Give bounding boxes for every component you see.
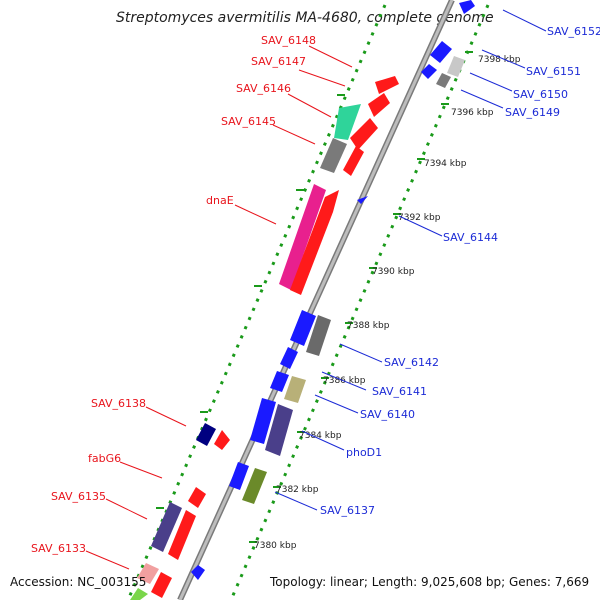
label-sav-6138: SAV_6138 (91, 397, 146, 410)
label-sav-6151: SAV_6151 (526, 65, 581, 78)
label-sav-6137: SAV_6137 (320, 504, 375, 517)
label-sav-6149: SAV_6149 (505, 106, 560, 119)
callout-line (145, 406, 187, 427)
callout-line (314, 394, 359, 414)
gene-sav-6152[interactable] (459, 0, 475, 14)
callout-line (469, 72, 513, 92)
gene-sav-6151-b[interactable] (421, 64, 437, 79)
callout-line (272, 124, 316, 145)
label-sav-6133: SAV_6133 (31, 542, 86, 555)
tick-label: 7382 kbp (276, 485, 319, 495)
left-dotted-track (126, 4, 387, 600)
tick-label: 7384 kbp (299, 431, 342, 441)
label-fabg6: fabG6 (88, 452, 121, 465)
gene-sav-6148[interactable] (375, 76, 399, 94)
label-sav-6148: SAV_6148 (261, 34, 316, 47)
gene-sav-6145-block[interactable] (320, 138, 347, 173)
callout-line (321, 371, 367, 391)
accession-text: Accession: NC_003155 (10, 575, 146, 589)
gene-sav-6145[interactable] (350, 118, 378, 150)
gene-phod1[interactable] (250, 398, 276, 444)
label-sav-6142: SAV_6142 (384, 356, 439, 369)
left-gene-labels: SAV_6148 SAV_6147 SAV_6146 SAV_6145 dnaE… (31, 34, 353, 570)
callout-line (85, 550, 130, 570)
callout-line (339, 343, 383, 363)
tick-label: 7392 kbp (398, 213, 441, 223)
label-sav-6141: SAV_6141 (372, 385, 427, 398)
callout-line (301, 430, 345, 451)
gene-sav-6138-forward[interactable] (214, 430, 230, 450)
callout-line (287, 93, 332, 118)
label-dnae: dnaE (206, 194, 234, 207)
forward-genes (130, 76, 399, 600)
tick-label: 7394 kbp (424, 159, 467, 169)
gene-sav-6145-forward[interactable] (343, 146, 364, 176)
label-sav-6147: SAV_6147 (251, 55, 306, 68)
gene-dnae-shadow[interactable] (279, 184, 326, 290)
tick-label: 7390 kbp (372, 267, 415, 277)
gene-sav-6142-block[interactable] (306, 315, 331, 356)
label-sav-6150: SAV_6150 (513, 88, 568, 101)
tick-label: 7388 kbp (347, 321, 390, 331)
tick-label: 7398 kbp (478, 55, 521, 65)
map-title: Streptomyces avermitilis MA-4680, comple… (116, 10, 494, 26)
callout-line (481, 49, 526, 69)
gene-sav-6137[interactable] (229, 462, 249, 490)
callout-line (234, 204, 277, 225)
label-sav-6140: SAV_6140 (360, 408, 415, 421)
gene-sav-6151[interactable] (430, 41, 452, 63)
gene-dnae[interactable] (290, 190, 339, 295)
tick-label: 7396 kbp (451, 108, 494, 118)
gene-sav-6147[interactable] (368, 93, 390, 117)
callout-line (460, 89, 504, 109)
callout-line (119, 461, 163, 479)
gene-sav-6133[interactable] (137, 563, 159, 584)
tick-label: 7380 kbp (254, 541, 297, 551)
callout-line (502, 9, 547, 32)
gene-sav-6135-forward[interactable] (168, 510, 196, 560)
callout-line (105, 498, 148, 520)
callout-line (274, 491, 318, 511)
gene-lower-blue[interactable] (191, 565, 205, 580)
genome-backbone-highlight (178, 0, 454, 600)
gene-sav-6138[interactable] (196, 423, 216, 446)
label-sav-6144: SAV_6144 (443, 231, 498, 244)
label-sav-6135: SAV_6135 (51, 490, 106, 503)
right-dotted-track (229, 4, 490, 600)
label-sav-6146: SAV_6146 (236, 82, 291, 95)
gene-sav-6140[interactable] (270, 371, 289, 392)
callout-line (398, 215, 443, 237)
gene-sav-6137-block[interactable] (242, 468, 267, 504)
right-gene-labels: SAV_6152 SAV_6151 SAV_6150 SAV_6149 SAV_… (274, 9, 600, 517)
gene-sav-6141[interactable] (280, 347, 298, 369)
gene-phod1-block[interactable] (265, 404, 293, 456)
callout-line (308, 45, 353, 68)
topology-text: Topology: linear; Length: 9,025,608 bp; … (269, 575, 589, 589)
gene-sav-6140-block[interactable] (284, 376, 306, 403)
gene-sav-6133-forward[interactable] (151, 572, 172, 598)
gene-lower-green[interactable] (130, 588, 148, 600)
label-sav-6152: SAV_6152 (547, 25, 600, 38)
label-phod1: phoD1 (346, 446, 382, 459)
gene-sav-6150[interactable] (447, 56, 465, 77)
gene-sav-6135[interactable] (151, 502, 182, 552)
label-sav-6145: SAV_6145 (221, 115, 276, 128)
reverse-genes (191, 0, 475, 580)
gene-sav-6149[interactable] (436, 73, 451, 88)
gene-sav-6144[interactable] (357, 196, 368, 204)
gene-sav-6146[interactable] (334, 104, 361, 140)
kbp-scale: 7380 kbp 7382 kbp 7384 kbp 7386 kbp 7388… (156, 51, 521, 551)
gene-fabg6[interactable] (188, 487, 206, 508)
callout-line (298, 69, 346, 87)
gene-sav-6142[interactable] (290, 310, 316, 346)
